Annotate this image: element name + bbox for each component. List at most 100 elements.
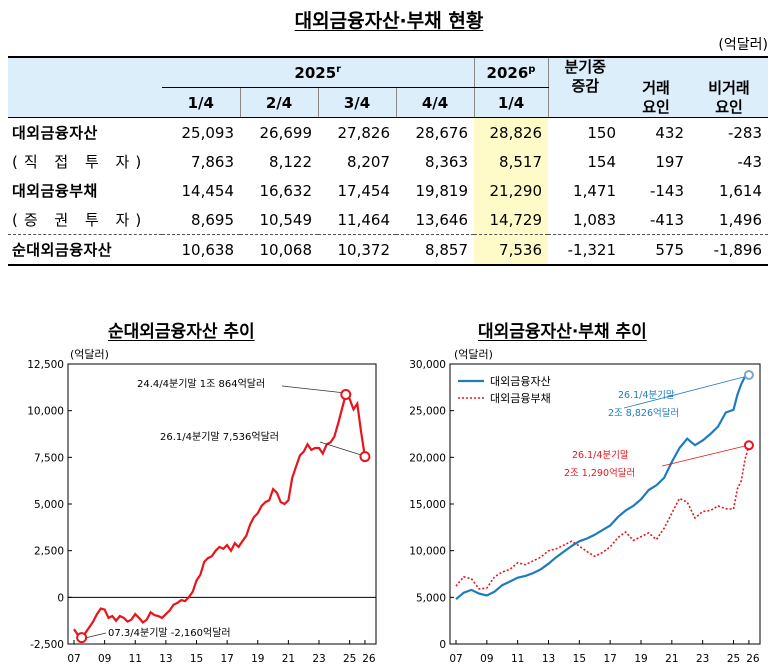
page-title: 대외금융자산·부채 현황	[294, 10, 484, 32]
table-cell: 432	[655, 123, 684, 142]
y-tick-label: 15,000	[409, 499, 446, 511]
y-tick-label: -2,500	[30, 639, 64, 651]
table-cell: -283	[727, 123, 762, 142]
change-header-1: 분기중	[564, 58, 606, 76]
table-cell-highlight: 21,290	[474, 176, 548, 205]
annotation-marks	[623, 369, 754, 467]
x-tick-label: 25	[343, 653, 356, 665]
year-2025-text: 2025	[294, 63, 337, 82]
change-header-2: 증감	[571, 77, 600, 95]
table-cell: 8,122	[269, 152, 312, 171]
x-tick-label: 15	[573, 653, 586, 665]
table-cell: 1,471	[573, 181, 616, 200]
table-cell: 7,863	[191, 152, 234, 171]
chart-right-unit: (억달러)	[454, 348, 493, 361]
year-2025-sup: r	[336, 63, 342, 75]
nontrade-header-1: 비거래	[708, 79, 750, 97]
x-tick-label: 09	[98, 653, 111, 665]
x-tick-label: 26	[746, 653, 760, 665]
y-tick-label: 5,000	[416, 592, 446, 604]
y-tick-label: 25,000	[409, 406, 446, 418]
table-cell: 10,372	[318, 234, 396, 266]
table-cell: 197	[655, 152, 684, 171]
x-tick-label: 23	[312, 653, 325, 665]
table-cell: 150	[587, 123, 616, 142]
row-label: 순대외금융자산	[8, 234, 162, 266]
table-cell: -143	[649, 181, 684, 200]
balance-table: 2025r 2026p 분기중 증감 거래 요인 비거래 요인 1/4 2/4 …	[8, 56, 768, 266]
quarter-header: 1/4	[162, 87, 240, 118]
table-cell: 19,819	[415, 181, 469, 200]
nontrade-header-2: 요인	[715, 98, 743, 116]
annotation-assets-1: 26.1/4분기말	[618, 389, 675, 401]
table-cell: 25,093	[181, 123, 235, 142]
chart-right-title: 대외금융자산·부채 추이	[478, 322, 647, 342]
x-tick-label: 07	[67, 653, 80, 665]
row-label: 대외금융자산	[12, 124, 98, 142]
table-quarter-row: 1/4 2/4 3/4 4/4 1/4	[8, 87, 768, 118]
trade-header-2: 요인	[642, 98, 670, 116]
row-label: 대외금융부채	[12, 182, 98, 200]
assets-line	[455, 373, 750, 601]
latest-leader	[319, 441, 361, 456]
table-cell: 13,646	[415, 210, 469, 229]
trough-leader	[86, 632, 107, 639]
x-tick-label: 17	[220, 653, 233, 665]
table-cell: -43	[737, 152, 763, 171]
table-row: 대외금융부채 14,454 16,632 17,454 19,819 21,29…	[8, 176, 768, 205]
table-cell-highlight: 8,517	[474, 147, 548, 176]
y-tick-label: 0	[57, 592, 64, 604]
y-tick-label: 5,000	[34, 499, 64, 511]
x-tick-label: 21	[665, 653, 678, 665]
annotation-assets-2: 2조 8,826억달러	[608, 407, 679, 419]
x-axis-ticks: 07 09 11 13 15 17 19 21 23 25 26	[449, 640, 760, 665]
table-cell-highlight: 28,826	[474, 117, 548, 147]
table-cell: 14,454	[181, 181, 235, 200]
x-tick-label: 09	[480, 653, 493, 665]
header-nontrade: 비거래 요인	[690, 57, 768, 118]
trade-header-1: 거래	[642, 79, 670, 97]
year-2026-sup: p	[528, 63, 536, 75]
liabilities-leader	[661, 445, 745, 467]
x-axis-ticks: 07 09 11 13 15 17 19 21 23 25 26	[67, 640, 376, 665]
liabilities-latest-marker	[743, 440, 754, 451]
unit-label: (억달러)	[718, 37, 768, 53]
y-tick-label: 20,000	[409, 452, 446, 464]
x-tick-label: 11	[129, 653, 142, 665]
chart-right-frame	[449, 363, 761, 645]
y-tick-label: 30,000	[409, 359, 446, 371]
y-tick-label: 10,000	[409, 546, 446, 558]
table-cell: 8,695	[191, 210, 234, 229]
table-cell: 27,826	[337, 123, 391, 142]
table-cell: 11,464	[337, 210, 391, 229]
table-row: 대외금융자산 25,093 26,699 27,826 28,676 28,82…	[8, 117, 768, 147]
y-tick-label: 10,000	[27, 406, 64, 418]
x-tick-label: 13	[542, 653, 555, 665]
year-2026-text: 2026	[486, 63, 529, 82]
x-tick-label: 11	[511, 653, 524, 665]
annotation-liabilities-1: 26.1/4분기말	[572, 449, 629, 461]
y-tick-label: 2,500	[34, 546, 64, 558]
x-tick-label: 26	[362, 653, 376, 665]
table-cell: 8,207	[347, 152, 390, 171]
y-tick-label: 7,500	[34, 452, 64, 464]
x-tick-label: 19	[634, 653, 647, 665]
header-blank	[8, 57, 162, 118]
table-cell-highlight: 14,729	[474, 205, 548, 235]
header-trade: 거래 요인	[622, 57, 690, 118]
table-row: (증 권 투 자) 8,695 10,549 11,464 13,646 14,…	[8, 205, 768, 235]
annotation-latest: 26.1/4분기말 7,536억달러	[160, 431, 279, 443]
y-tick-label: 0	[439, 639, 446, 651]
liabilities-line	[455, 445, 750, 590]
table-header-row: 2025r 2026p 분기중 증감 거래 요인 비거래 요인	[8, 57, 768, 118]
table-cell: 1,083	[573, 210, 616, 229]
net-assets-line	[73, 392, 366, 640]
y-tick-label: 12,500	[27, 359, 64, 371]
x-tick-label: 25	[727, 653, 740, 665]
table-cell: 10,638	[162, 234, 240, 266]
quarter-header: 3/4	[317, 87, 396, 118]
header-year-2025: 2025r	[162, 57, 474, 88]
table-cell: 1,614	[719, 181, 762, 200]
legend-assets: 대외금융자산	[490, 375, 551, 388]
y-axis-ticks: 12,500 10,000 7,500 5,000 2,500 0 -2,500	[27, 359, 72, 651]
